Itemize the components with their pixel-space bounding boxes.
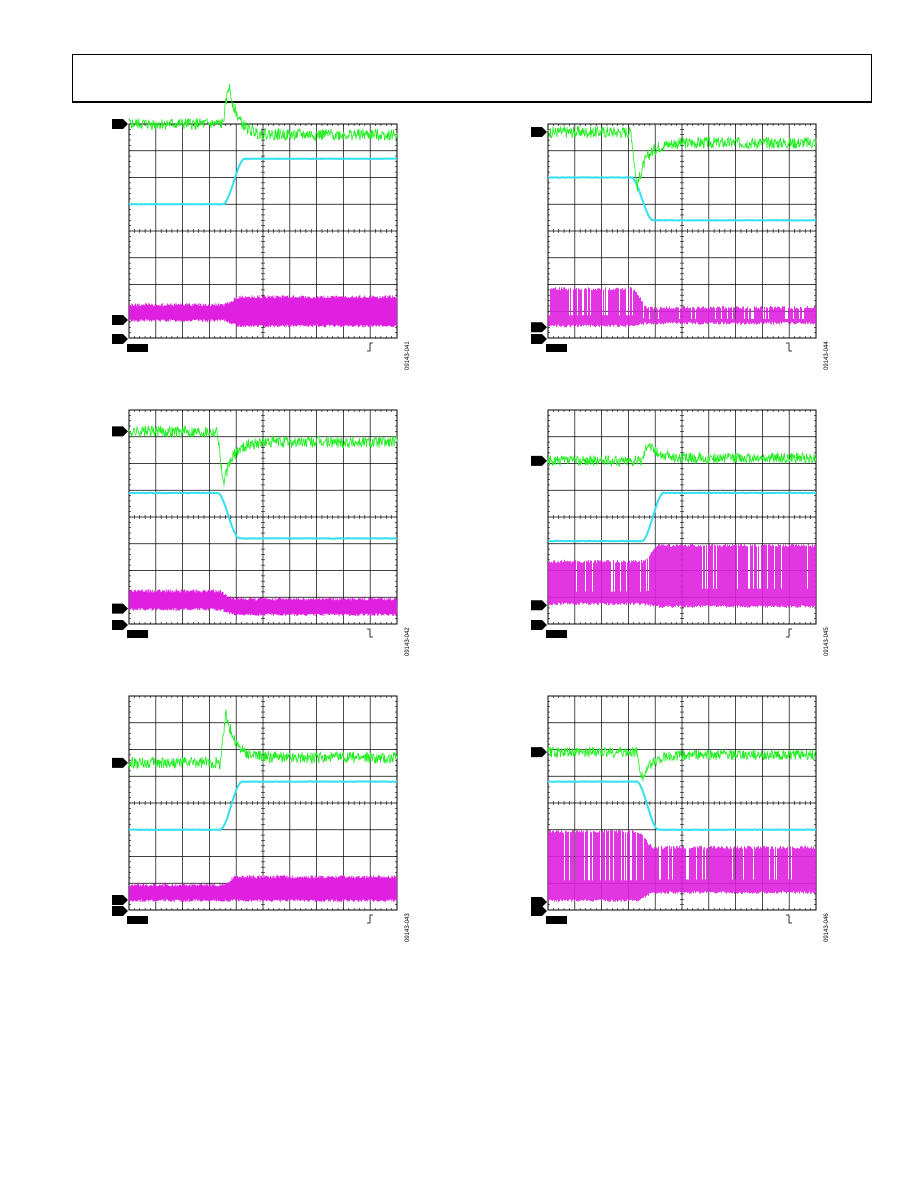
oscilloscope-plot-6: 09143-046 [527, 690, 837, 950]
trace-ch2 [128, 491, 398, 540]
channel-marker-1 [531, 747, 547, 758]
axis-ticks [547, 123, 817, 339]
falling-edge-icon [786, 914, 792, 924]
rising-edge-icon [367, 342, 373, 352]
scope-svg [112, 695, 398, 924]
channel-marker-2 [112, 603, 128, 614]
channel-marker-2 [531, 600, 547, 611]
channel-marker-1 [112, 426, 128, 437]
trace-ch1 [128, 709, 398, 770]
oscilloscope-plot-4: 09143-045 [527, 404, 837, 664]
figure-id: 09143-043 [405, 913, 411, 942]
trace-ch2 [128, 780, 398, 832]
trace-ch3 [129, 875, 398, 902]
trace-ch1 [128, 424, 398, 486]
figure-id: 09143-042 [405, 627, 411, 656]
falling-edge-icon [786, 342, 792, 352]
channel-marker-3 [531, 620, 547, 630]
rising-edge-icon [786, 628, 792, 638]
oscilloscope-plot-3: 09143-042 [108, 404, 418, 664]
channel-marker-3 [112, 906, 128, 916]
channel-marker-2 [531, 896, 547, 907]
trace-ch3 [548, 287, 816, 328]
trigger-source-marker [127, 630, 148, 638]
trace-ch1 [547, 442, 817, 468]
channel-marker-2 [531, 322, 547, 333]
trigger-source-marker [127, 344, 148, 352]
axis-ticks [547, 695, 817, 911]
trigger-source-marker [127, 916, 148, 924]
channel-marker-1 [112, 757, 128, 768]
figure-id: 09143-041 [405, 341, 411, 370]
trace-ch2 [547, 176, 817, 222]
figure-id: 09143-044 [824, 341, 830, 370]
scope-svg [112, 84, 398, 352]
rising-edge-icon [367, 914, 373, 924]
trace-ch2 [547, 780, 817, 832]
page-header-box [72, 54, 872, 103]
channel-marker-1 [531, 455, 547, 466]
trace-ch1 [128, 84, 398, 142]
trigger-source-marker [546, 344, 567, 352]
oscilloscope-plot-1: 09143-041 [108, 84, 418, 378]
trace-ch3 [548, 829, 816, 902]
channel-marker-2 [112, 894, 128, 905]
trace-ch3 [548, 543, 816, 608]
trace-ch2 [128, 157, 397, 206]
channel-marker-1 [531, 127, 547, 138]
scope-svg [531, 123, 817, 352]
channel-marker-3 [112, 334, 128, 344]
trigger-source-marker [546, 630, 567, 638]
scope-svg [531, 409, 817, 638]
scope-svg [531, 695, 817, 924]
oscilloscope-plot-5: 09143-043 [108, 690, 418, 950]
figure-id: 09143-046 [824, 913, 830, 942]
axis-ticks [547, 409, 817, 625]
figure-id: 09143-045 [824, 627, 830, 656]
channel-marker-3 [531, 906, 547, 916]
trigger-source-marker [546, 916, 567, 924]
trace-ch1 [547, 746, 817, 782]
channel-marker-3 [531, 334, 547, 344]
oscilloscope-plot-2: 09143-044 [527, 118, 837, 378]
trace-ch3 [129, 589, 398, 616]
trace-ch3 [129, 295, 398, 328]
axis-ticks [128, 409, 398, 625]
trace-ch2 [547, 491, 816, 543]
channel-marker-3 [112, 620, 128, 630]
channel-marker-1 [112, 119, 128, 129]
scope-svg [112, 409, 398, 638]
trace-ch1 [547, 125, 817, 192]
channel-marker-2 [112, 314, 128, 325]
falling-edge-icon [367, 628, 373, 638]
